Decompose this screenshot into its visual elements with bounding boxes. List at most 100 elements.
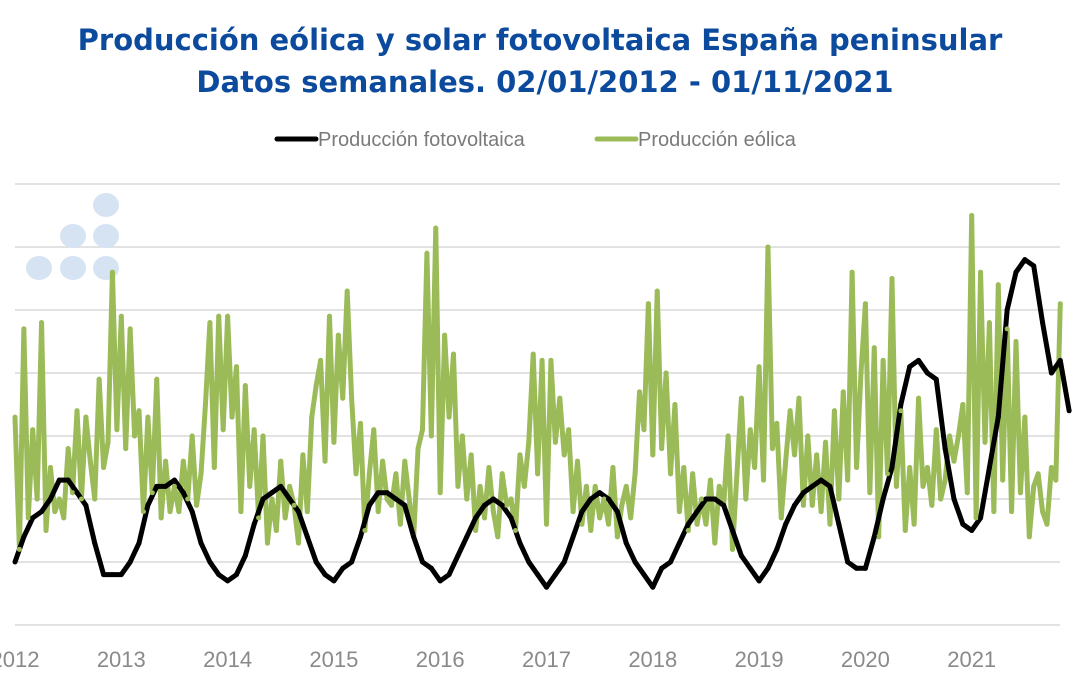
data-point-wind	[189, 433, 195, 439]
data-point-wind	[916, 395, 922, 401]
data-point-wind	[362, 528, 368, 533]
data-point-wind	[384, 496, 390, 502]
x-tick-label: 2019	[735, 647, 784, 672]
data-point-wind	[238, 509, 244, 515]
data-point-solar	[499, 502, 505, 508]
data-point-wind	[552, 439, 558, 445]
data-point-wind	[468, 452, 474, 458]
data-point-wind	[229, 414, 235, 420]
data-point-wind	[836, 496, 842, 502]
data-point-solar	[366, 502, 372, 508]
data-point-wind	[326, 313, 332, 319]
data-point-wind	[211, 465, 217, 470]
data-point-wind	[876, 534, 882, 540]
data-point-wind	[920, 483, 926, 489]
data-point-solar	[295, 509, 301, 515]
data-point-solar	[419, 559, 425, 565]
legend: Producción fotovoltaica Producción eólic…	[274, 129, 797, 151]
data-point-wind	[1004, 326, 1010, 332]
data-point-wind	[56, 496, 62, 502]
data-point-solar	[1040, 320, 1046, 326]
data-point-solar	[712, 496, 718, 502]
data-point-wind	[499, 471, 505, 477]
data-point-wind	[938, 496, 944, 502]
logo-dot	[60, 224, 86, 248]
data-point-wind	[61, 515, 67, 521]
data-point-wind	[947, 433, 953, 439]
x-tick-label: 2014	[203, 647, 252, 672]
data-point-solar	[393, 496, 399, 502]
logo-dot	[26, 256, 52, 280]
data-point-wind	[668, 471, 674, 477]
data-point-solar	[526, 559, 532, 565]
data-point-wind	[309, 414, 315, 420]
data-point-wind	[645, 301, 651, 307]
data-point-wind	[982, 439, 988, 445]
x-tick-label: 2015	[309, 647, 358, 672]
data-point-solar	[340, 565, 346, 571]
data-point-wind	[397, 521, 403, 527]
data-point-wind	[105, 439, 111, 445]
data-point-wind	[12, 414, 18, 420]
data-point-wind	[1040, 509, 1046, 515]
x-tick-label: 2017	[522, 647, 571, 672]
data-point-solar	[561, 559, 567, 565]
data-point-solar	[12, 559, 18, 565]
data-point-solar	[331, 578, 337, 584]
data-point-solar	[517, 540, 523, 546]
data-point-wind	[495, 534, 501, 540]
data-point-wind	[681, 465, 687, 470]
data-point-solar	[676, 540, 682, 546]
data-point-wind	[814, 452, 820, 458]
data-point-wind	[557, 395, 563, 401]
data-point-solar	[685, 521, 691, 527]
data-point-wind	[375, 509, 381, 515]
data-point-wind	[964, 490, 970, 496]
data-point-wind	[707, 477, 713, 483]
logo-dot	[93, 256, 119, 280]
data-point-wind	[1026, 534, 1032, 540]
data-point-wind	[380, 458, 386, 464]
data-point-wind	[504, 502, 510, 508]
data-point-wind	[831, 408, 837, 414]
data-point-wind	[1000, 477, 1006, 483]
logo-dot	[93, 193, 119, 217]
data-point-solar	[1066, 408, 1072, 414]
data-point-wind	[973, 515, 979, 521]
data-point-wind	[216, 313, 222, 319]
data-point-wind	[561, 452, 567, 458]
data-point-wind	[685, 528, 691, 533]
data-point-wind	[548, 357, 554, 363]
data-point-solar	[552, 572, 558, 578]
data-point-wind	[787, 408, 793, 414]
data-point-wind	[149, 490, 155, 496]
data-point-solar	[809, 483, 815, 489]
data-point-wind	[353, 471, 359, 477]
data-point-wind	[747, 427, 753, 433]
data-point-wind	[570, 509, 576, 515]
data-point-solar	[818, 477, 824, 483]
x-tick-label: 2020	[841, 647, 890, 672]
data-point-solar	[774, 546, 780, 552]
data-point-wind	[575, 458, 581, 464]
data-point-wind	[415, 446, 421, 452]
data-point-wind	[1035, 471, 1041, 477]
data-point-wind	[101, 465, 107, 470]
data-point-solar	[118, 572, 124, 578]
data-point-wind	[486, 465, 492, 470]
data-point-wind	[43, 528, 49, 533]
data-point-wind	[1057, 301, 1063, 307]
data-point-solar	[854, 565, 860, 571]
data-point-wind	[761, 477, 767, 483]
data-point-solar	[1048, 370, 1054, 376]
data-point-solar	[21, 534, 27, 540]
data-point-wind	[388, 502, 394, 508]
x-tick-label: 2021	[947, 647, 996, 672]
data-point-solar	[632, 559, 638, 565]
data-point-solar	[783, 521, 789, 527]
data-point-solar	[1022, 257, 1028, 263]
data-point-wind	[628, 515, 634, 521]
data-point-solar	[251, 521, 257, 527]
data-point-solar	[490, 496, 496, 502]
data-point-solar	[216, 572, 222, 578]
